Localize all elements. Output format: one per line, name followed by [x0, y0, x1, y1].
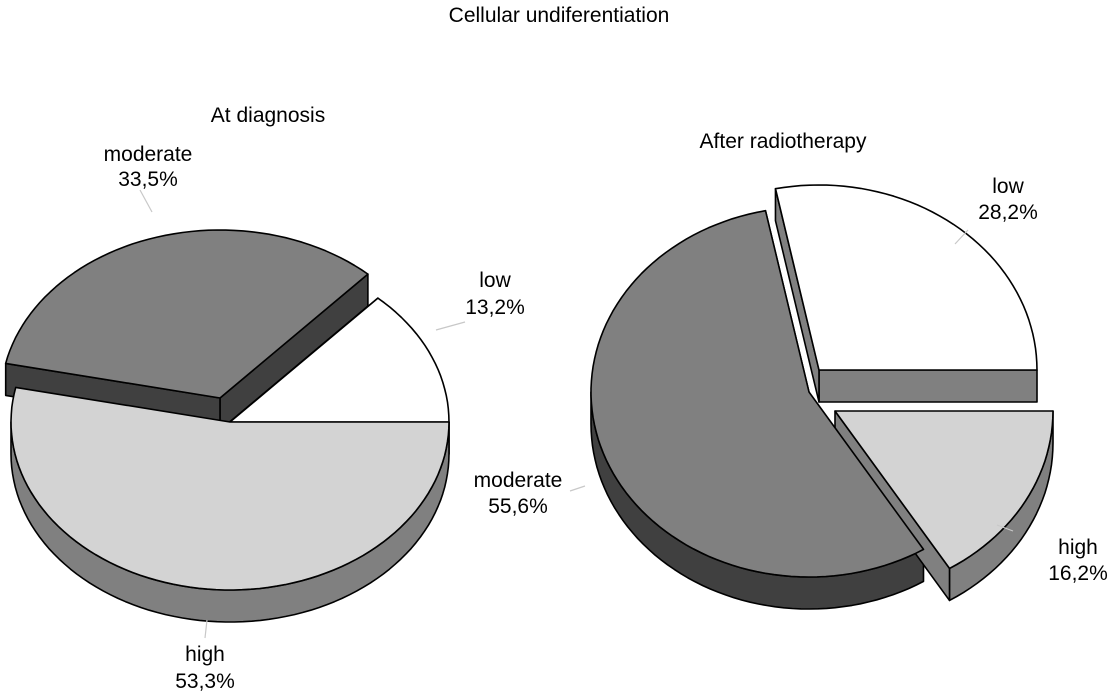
slice-top-high	[834, 410, 1054, 570]
slice-top-low	[229, 297, 450, 423]
slice-top-high	[10, 386, 450, 591]
right-chart-subtitle: After radiotherapy	[699, 130, 867, 153]
slice-radial-side-low	[818, 369, 1038, 403]
left-label-high-name: high	[185, 643, 225, 666]
pie-chart-after-radiotherapy	[590, 184, 1054, 610]
left-chart-subtitle: At diagnosis	[210, 104, 326, 127]
right-label-low-pct: 28,2%	[978, 201, 1038, 224]
left-label-high-pct: 53,3%	[175, 670, 235, 693]
left-label-moderate-pct: 33,5%	[118, 168, 178, 191]
left-label-low-name: low	[479, 269, 511, 292]
right-label-high-pct: 16,2%	[1048, 562, 1108, 585]
right-label-high-name: high	[1058, 536, 1098, 559]
left-label-moderate-name: moderate	[103, 143, 193, 166]
pie-chart-at-diagnosis	[4, 229, 450, 623]
left-label-low-pct: 13,2%	[465, 296, 525, 319]
slice-top-low	[774, 184, 1038, 371]
right-label-moderate-pct: 55,6%	[488, 495, 548, 518]
slice-top-moderate	[4, 229, 369, 399]
slice-top-moderate	[590, 209, 925, 578]
chart-title: Cellular undiferentiation	[448, 4, 670, 27]
right-label-low-name: low	[992, 175, 1024, 198]
right-label-moderate-name: moderate	[473, 469, 563, 492]
